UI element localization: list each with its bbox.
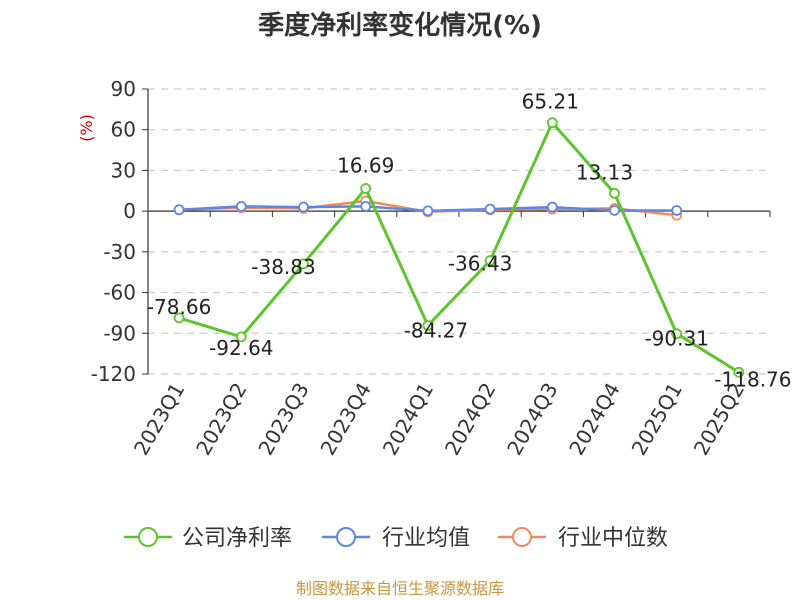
legend-item-industry-median[interactable]: 行业中位数 xyxy=(498,526,668,551)
legend: 公司净利率 行业均值 行业中位数 xyxy=(124,526,668,551)
point-company[interactable] xyxy=(484,255,496,266)
point-industry_avg[interactable] xyxy=(235,200,247,212)
point-company[interactable] xyxy=(733,366,745,378)
point-company[interactable] xyxy=(546,117,558,129)
point-industry_avg[interactable] xyxy=(484,203,496,215)
point-industry_avg[interactable] xyxy=(422,205,434,217)
data-label-company: -36.43 xyxy=(448,252,512,276)
point-industry_avg[interactable] xyxy=(360,200,372,212)
point-company[interactable] xyxy=(671,328,683,340)
y-tick-label: -120 xyxy=(91,362,136,386)
y-axis-unit-label: (%) xyxy=(77,114,96,142)
y-tick-label: -60 xyxy=(103,281,136,305)
x-tick-label: 2023Q2 xyxy=(191,379,251,460)
x-tick-label: 2023Q4 xyxy=(316,379,376,460)
legend-label-company: 公司净利率 xyxy=(182,526,292,551)
data-label-layer: -78.66 -92.64 -38.83 16.69 -84.27 -36.43 65.21… xyxy=(147,90,792,392)
data-label-company: -84.27 xyxy=(404,319,468,343)
data-label-company: 65.21 xyxy=(522,90,579,114)
point-industry_avg[interactable] xyxy=(298,201,309,213)
data-label-company: -38.83 xyxy=(251,255,315,279)
point-industry_avg[interactable] xyxy=(173,204,185,216)
legend-label-industry-avg: 行业均值 xyxy=(382,526,470,551)
y-tick-label: 90 xyxy=(111,77,136,101)
legend-item-company[interactable]: 公司净利率 xyxy=(124,526,292,551)
y-tick-label: 0 xyxy=(123,199,136,223)
point-company[interactable] xyxy=(235,331,247,343)
data-label-company: -78.66 xyxy=(147,295,211,319)
point-industry_avg[interactable] xyxy=(671,205,683,216)
source-note: 制图数据来自恒生聚源数据库 xyxy=(296,579,504,598)
data-label-company: -118.76 xyxy=(714,367,791,391)
legend-item-industry-avg[interactable]: 行业均值 xyxy=(322,526,470,551)
x-tick-label: 2025Q1 xyxy=(627,379,687,460)
y-tick-label: -90 xyxy=(103,321,136,345)
point-company[interactable] xyxy=(360,183,372,194)
data-label-company: -92.64 xyxy=(209,336,273,360)
data-label-company: 13.13 xyxy=(576,160,633,184)
y-tick-label: -30 xyxy=(103,240,136,264)
y-tick-label: 60 xyxy=(111,118,136,142)
x-tick-label: 2024Q4 xyxy=(564,379,624,460)
data-label-company: -90.31 xyxy=(644,327,708,351)
point-company[interactable] xyxy=(298,258,309,270)
point-industry_avg[interactable] xyxy=(546,201,558,213)
point-industry_avg[interactable] xyxy=(609,205,620,216)
point-company[interactable] xyxy=(422,320,434,331)
series-layer xyxy=(173,117,745,378)
point-company[interactable] xyxy=(609,187,620,199)
x-tick-label: 2024Q1 xyxy=(378,379,438,460)
data-label-company: 16.69 xyxy=(337,153,394,177)
legend-marker-company xyxy=(138,527,158,547)
x-tick-label: 2023Q1 xyxy=(129,379,189,460)
x-tick-label: 2023Q3 xyxy=(253,379,313,460)
series-line-company xyxy=(178,121,740,374)
legend-marker-industry-median xyxy=(512,527,532,547)
legend-label-industry-median: 行业中位数 xyxy=(558,526,668,551)
x-tick-label: 2024Q2 xyxy=(440,378,500,459)
point-company[interactable] xyxy=(173,312,185,324)
chart-title: 季度净利率变化情况(%) xyxy=(258,10,542,41)
y-tick-label: 30 xyxy=(111,158,136,182)
legend-marker-industry-avg xyxy=(336,527,356,547)
x-tick-label: 2024Q3 xyxy=(502,379,562,460)
